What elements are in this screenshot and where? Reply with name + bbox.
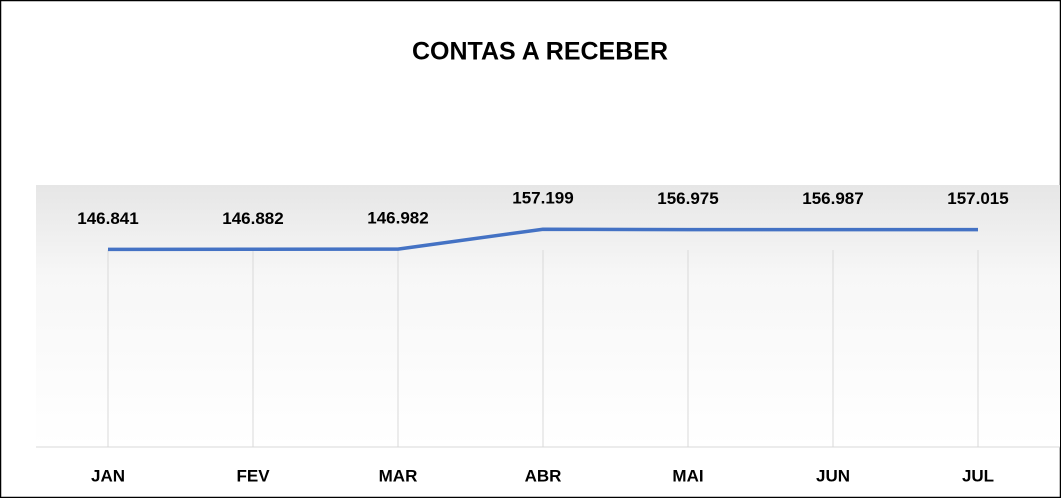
x-tick-label: MAR [379,466,418,485]
x-tick-label: JUL [962,466,994,485]
x-tick-label: JAN [91,466,125,485]
data-label: 156.975 [657,189,718,208]
x-tick-label: JUN [816,466,850,485]
plot-area [36,185,1060,447]
x-tick-label: MAI [672,466,703,485]
data-label: 157.199 [512,189,573,208]
data-label: 157.015 [947,189,1008,208]
data-label: 146.841 [77,209,138,228]
x-tick-label: FEV [236,466,270,485]
data-label: 146.882 [222,209,283,228]
data-label: 146.982 [367,209,428,228]
chart-title: CONTAS A RECEBER [412,38,668,66]
line [107,227,979,252]
x-tick-label: ABR [525,466,562,485]
data-label: 156.987 [802,189,863,208]
